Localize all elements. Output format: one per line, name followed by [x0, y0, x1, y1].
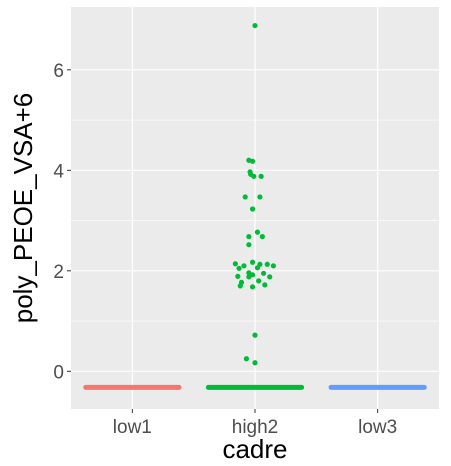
y-axis: 0 2 4 6 [53, 61, 71, 383]
data-point-high2 [257, 194, 263, 200]
y-axis-title: poly_PEOE_VSA+6 [8, 93, 38, 324]
data-point-high2 [242, 194, 248, 200]
y-tick-label: 6 [53, 61, 64, 82]
x-tick-label: low3 [358, 417, 397, 438]
data-point-high2 [267, 274, 273, 280]
y-tick-label: 4 [53, 161, 64, 182]
data-point-high2 [243, 356, 250, 362]
data-point-high2 [246, 274, 252, 280]
x-tick-label: low1 [113, 417, 152, 438]
data-point-high2 [241, 263, 247, 269]
data-point-high2 [235, 273, 241, 279]
data-point-high2 [232, 261, 238, 267]
data-point-high2 [236, 265, 242, 271]
grid [71, 7, 439, 409]
data-point-high2 [258, 173, 264, 179]
data-point-high2 [246, 234, 252, 240]
x-axis-title: cadre [222, 434, 287, 464]
data-point-high2 [262, 282, 268, 288]
data-point-high2 [259, 234, 265, 240]
data-point-high2 [252, 22, 258, 29]
data-point-high2 [260, 270, 267, 276]
data-point-high2 [246, 242, 252, 248]
data-point-high2 [270, 263, 276, 269]
data-point-high2 [237, 283, 243, 289]
data-points [232, 22, 276, 366]
data-point-high2 [252, 360, 258, 366]
data-point-high2 [249, 158, 256, 164]
data-point-high2 [264, 261, 270, 267]
data-point-high2 [249, 206, 256, 212]
x-axis: low1 high2 low3 [113, 409, 397, 438]
y-tick-label: 0 [53, 362, 64, 383]
data-point-high2 [254, 229, 261, 235]
data-point-high2 [249, 284, 256, 290]
data-point-high2 [256, 278, 262, 284]
data-point-high2 [249, 259, 256, 265]
y-tick-label: 2 [53, 262, 64, 283]
x-tick-label: high2 [232, 417, 279, 438]
data-point-high2 [252, 332, 258, 338]
data-point-high2 [254, 265, 261, 271]
data-point-high2 [251, 173, 257, 179]
